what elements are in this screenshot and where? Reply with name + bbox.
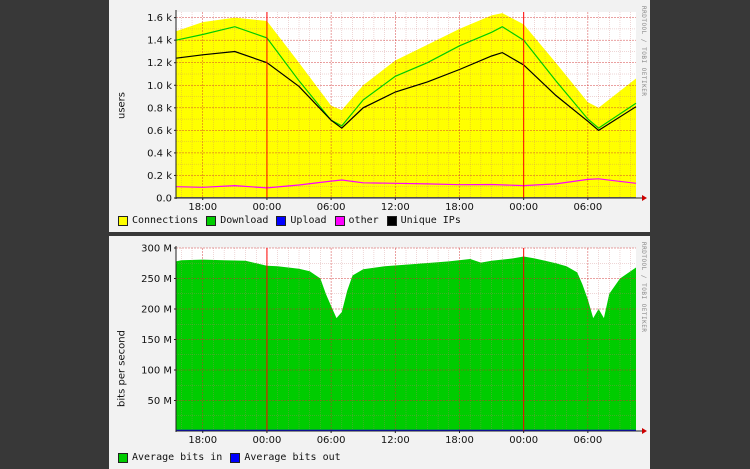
legend-label: Unique IPs bbox=[400, 215, 461, 226]
legend: Average bits in Average bits out bbox=[118, 452, 341, 463]
x-tick-label: 06:00 bbox=[573, 435, 602, 446]
series-average-bits-in bbox=[176, 256, 636, 431]
legend-item-average-bits-in: Average bits in bbox=[118, 452, 222, 463]
x-axis-arrow bbox=[642, 195, 647, 201]
y-tick-label: 250 M bbox=[141, 274, 172, 285]
legend-item-download: Download bbox=[206, 215, 268, 226]
legend-swatch bbox=[118, 215, 128, 226]
legend: Connections Download Upload other Unique IPs bbox=[118, 215, 461, 226]
legend-item-upload: Upload bbox=[276, 215, 327, 226]
users-chart-panel: 0.0 0.2 k 0.4 k 0.6 k 0.8 k 1.0 k 1.2 k 1.4 k 1.… bbox=[109, 0, 650, 232]
y-tick-label: 1.0 k bbox=[147, 81, 172, 92]
y-tick-label: 150 M bbox=[141, 335, 172, 346]
y-tick-label: 200 M bbox=[141, 305, 172, 316]
legend-label: Connections bbox=[132, 215, 199, 226]
x-tick-label: 18:00 bbox=[445, 435, 474, 446]
y-axis-label: users bbox=[116, 91, 128, 120]
y-tick-label: 1.6 k bbox=[147, 13, 172, 24]
y-tick-label: 0.0 bbox=[156, 194, 172, 205]
x-tick-label: 06:00 bbox=[573, 202, 602, 212]
x-tick-label: 12:00 bbox=[381, 202, 410, 212]
legend-swatch bbox=[386, 215, 397, 226]
x-tick-label: 18:00 bbox=[188, 202, 217, 212]
x-tick-label: 12:00 bbox=[381, 435, 410, 446]
y-tick-label: 0.2 k bbox=[147, 171, 172, 182]
y-tick-label: 1.2 k bbox=[147, 58, 172, 69]
bandwidth-chart-panel: 50 M 100 M 150 M 200 M 250 M 300 M 18:00 00:00 0… bbox=[109, 236, 650, 469]
x-tick-label: 18:00 bbox=[188, 435, 217, 446]
x-tick-label: 06:00 bbox=[317, 435, 346, 446]
x-axis-arrow bbox=[642, 428, 647, 434]
x-tick-label: 06:00 bbox=[317, 202, 346, 212]
legend-item-unique-ips: Unique IPs bbox=[386, 215, 461, 226]
rrdtool-credit: RRDTOOL / TOBI OETIKER bbox=[640, 242, 647, 333]
grid bbox=[176, 247, 636, 431]
x-tick-label: 00:00 bbox=[253, 202, 282, 212]
y-tick-label: 0.4 k bbox=[147, 148, 172, 159]
y-tick-label: 50 M bbox=[147, 396, 172, 407]
legend-label: Average bits out bbox=[244, 452, 341, 463]
legend-swatch bbox=[118, 452, 128, 463]
legend-item-connections: Connections bbox=[118, 215, 198, 226]
y-tick-label: 100 M bbox=[141, 366, 172, 377]
legend-swatch bbox=[206, 215, 217, 226]
series-other bbox=[175, 178, 637, 189]
legend-swatch bbox=[230, 452, 241, 463]
legend-label: Average bits in bbox=[132, 452, 223, 463]
legend-swatch bbox=[276, 215, 287, 226]
legend-item-other: other bbox=[334, 215, 379, 226]
legend-swatch bbox=[334, 215, 345, 226]
x-tick-label: 18:00 bbox=[445, 202, 474, 212]
series-connections bbox=[176, 13, 636, 198]
rrdtool-credit: RRDTOOL / TOBI OETIKER bbox=[640, 6, 647, 97]
y-tick-label: 1.4 k bbox=[147, 36, 172, 47]
y-tick-label: 300 M bbox=[141, 244, 172, 255]
x-tick-label: 00:00 bbox=[509, 435, 538, 446]
legend-label: other bbox=[348, 215, 379, 226]
series-unique-ips bbox=[175, 50, 637, 132]
series-download bbox=[175, 26, 637, 129]
legend-label: Download bbox=[220, 215, 269, 226]
grid bbox=[176, 12, 636, 198]
x-tick-label: 00:00 bbox=[509, 202, 538, 212]
y-axis-label: bits per second bbox=[116, 330, 128, 407]
y-tick-label: 0.6 k bbox=[147, 126, 172, 137]
x-tick-label: 00:00 bbox=[253, 435, 282, 446]
legend-item-average-bits-out: Average bits out bbox=[230, 452, 341, 463]
y-tick-label: 0.8 k bbox=[147, 103, 172, 114]
users-chart: 0.0 0.2 k 0.4 k 0.6 k 0.8 k 1.0 k 1.2 k 1.4 k 1.… bbox=[147, 10, 647, 212]
legend-label: Upload bbox=[290, 215, 327, 226]
bandwidth-chart: 50 M 100 M 150 M 200 M 250 M 300 M 18:00 00:00 0… bbox=[141, 244, 647, 446]
